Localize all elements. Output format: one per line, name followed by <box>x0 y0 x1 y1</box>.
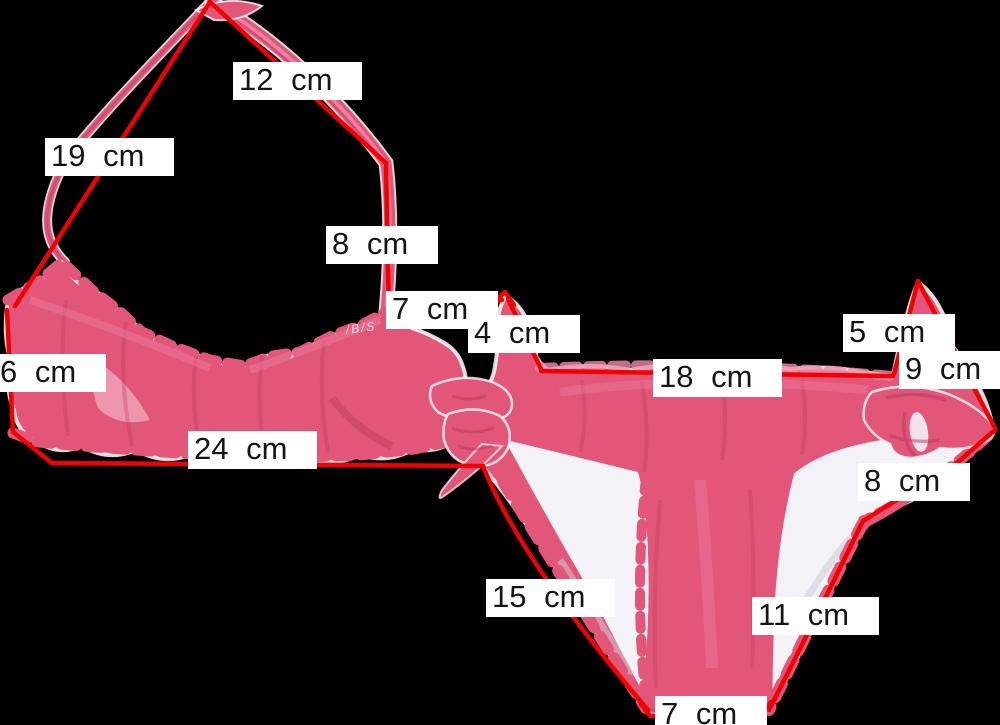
top-band-highlights <box>28 296 382 374</box>
underbust-shadow <box>328 395 394 450</box>
measurement-label-strap-lower-right: 8 cm <box>326 226 439 265</box>
measurement-label-top-width: 24 cm <box>188 431 318 470</box>
brand-logo-text: /B/S <box>344 319 377 337</box>
right-side-tie-knot <box>862 385 996 460</box>
top-lining-sliver <box>92 360 150 423</box>
measure-line-8cm-side <box>860 427 998 524</box>
measurement-label-strap-left: 19 cm <box>45 138 175 177</box>
measurement-label-bottom-right-side: 8 cm <box>858 463 971 502</box>
measure-line-24cm <box>10 429 486 469</box>
measurement-label-bottom-left-tab: 4 cm <box>468 315 581 354</box>
left-side-tie-knot <box>428 376 514 499</box>
right-strap <box>206 0 396 318</box>
measurement-label-bottom-leg-right: 11 cm <box>752 597 880 636</box>
measurement-label-strap-upper-right: 12 cm <box>233 62 363 101</box>
bikini-top: /B/S <box>2 0 468 465</box>
measurement-label-top-left-height: 6 cm <box>0 354 107 393</box>
lining-left-wedge <box>497 433 654 703</box>
measurement-label-bottom-waist: 18 cm <box>653 359 783 398</box>
measurement-label-bottom-right-tab: 5 cm <box>843 314 956 353</box>
measurement-label-bottom-leg-left: 15 cm <box>486 579 616 618</box>
measurement-label-bottom-right-upper: 9 cm <box>899 351 1000 390</box>
right-strap-halo <box>204 0 398 320</box>
top-band-upper-ruffle <box>2 254 392 372</box>
measurement-label-bottom-crotch: 7 cm <box>655 696 768 725</box>
right-strap-highlight <box>211 1 392 313</box>
measure-line-15cm <box>480 463 651 713</box>
